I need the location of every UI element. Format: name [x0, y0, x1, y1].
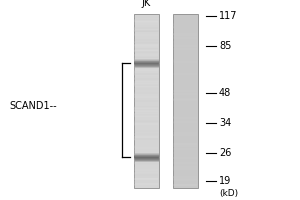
Text: 85: 85	[219, 41, 231, 51]
Text: 48: 48	[219, 88, 231, 98]
Text: 19: 19	[219, 176, 231, 186]
Bar	[172, 14, 198, 188]
Text: 117: 117	[219, 11, 238, 21]
Bar	[134, 14, 159, 188]
Text: 26: 26	[219, 148, 231, 158]
Text: (kD): (kD)	[219, 189, 238, 198]
Text: 34: 34	[219, 118, 231, 128]
Text: SCAND1--: SCAND1--	[9, 101, 57, 111]
Text: JK: JK	[142, 0, 151, 8]
